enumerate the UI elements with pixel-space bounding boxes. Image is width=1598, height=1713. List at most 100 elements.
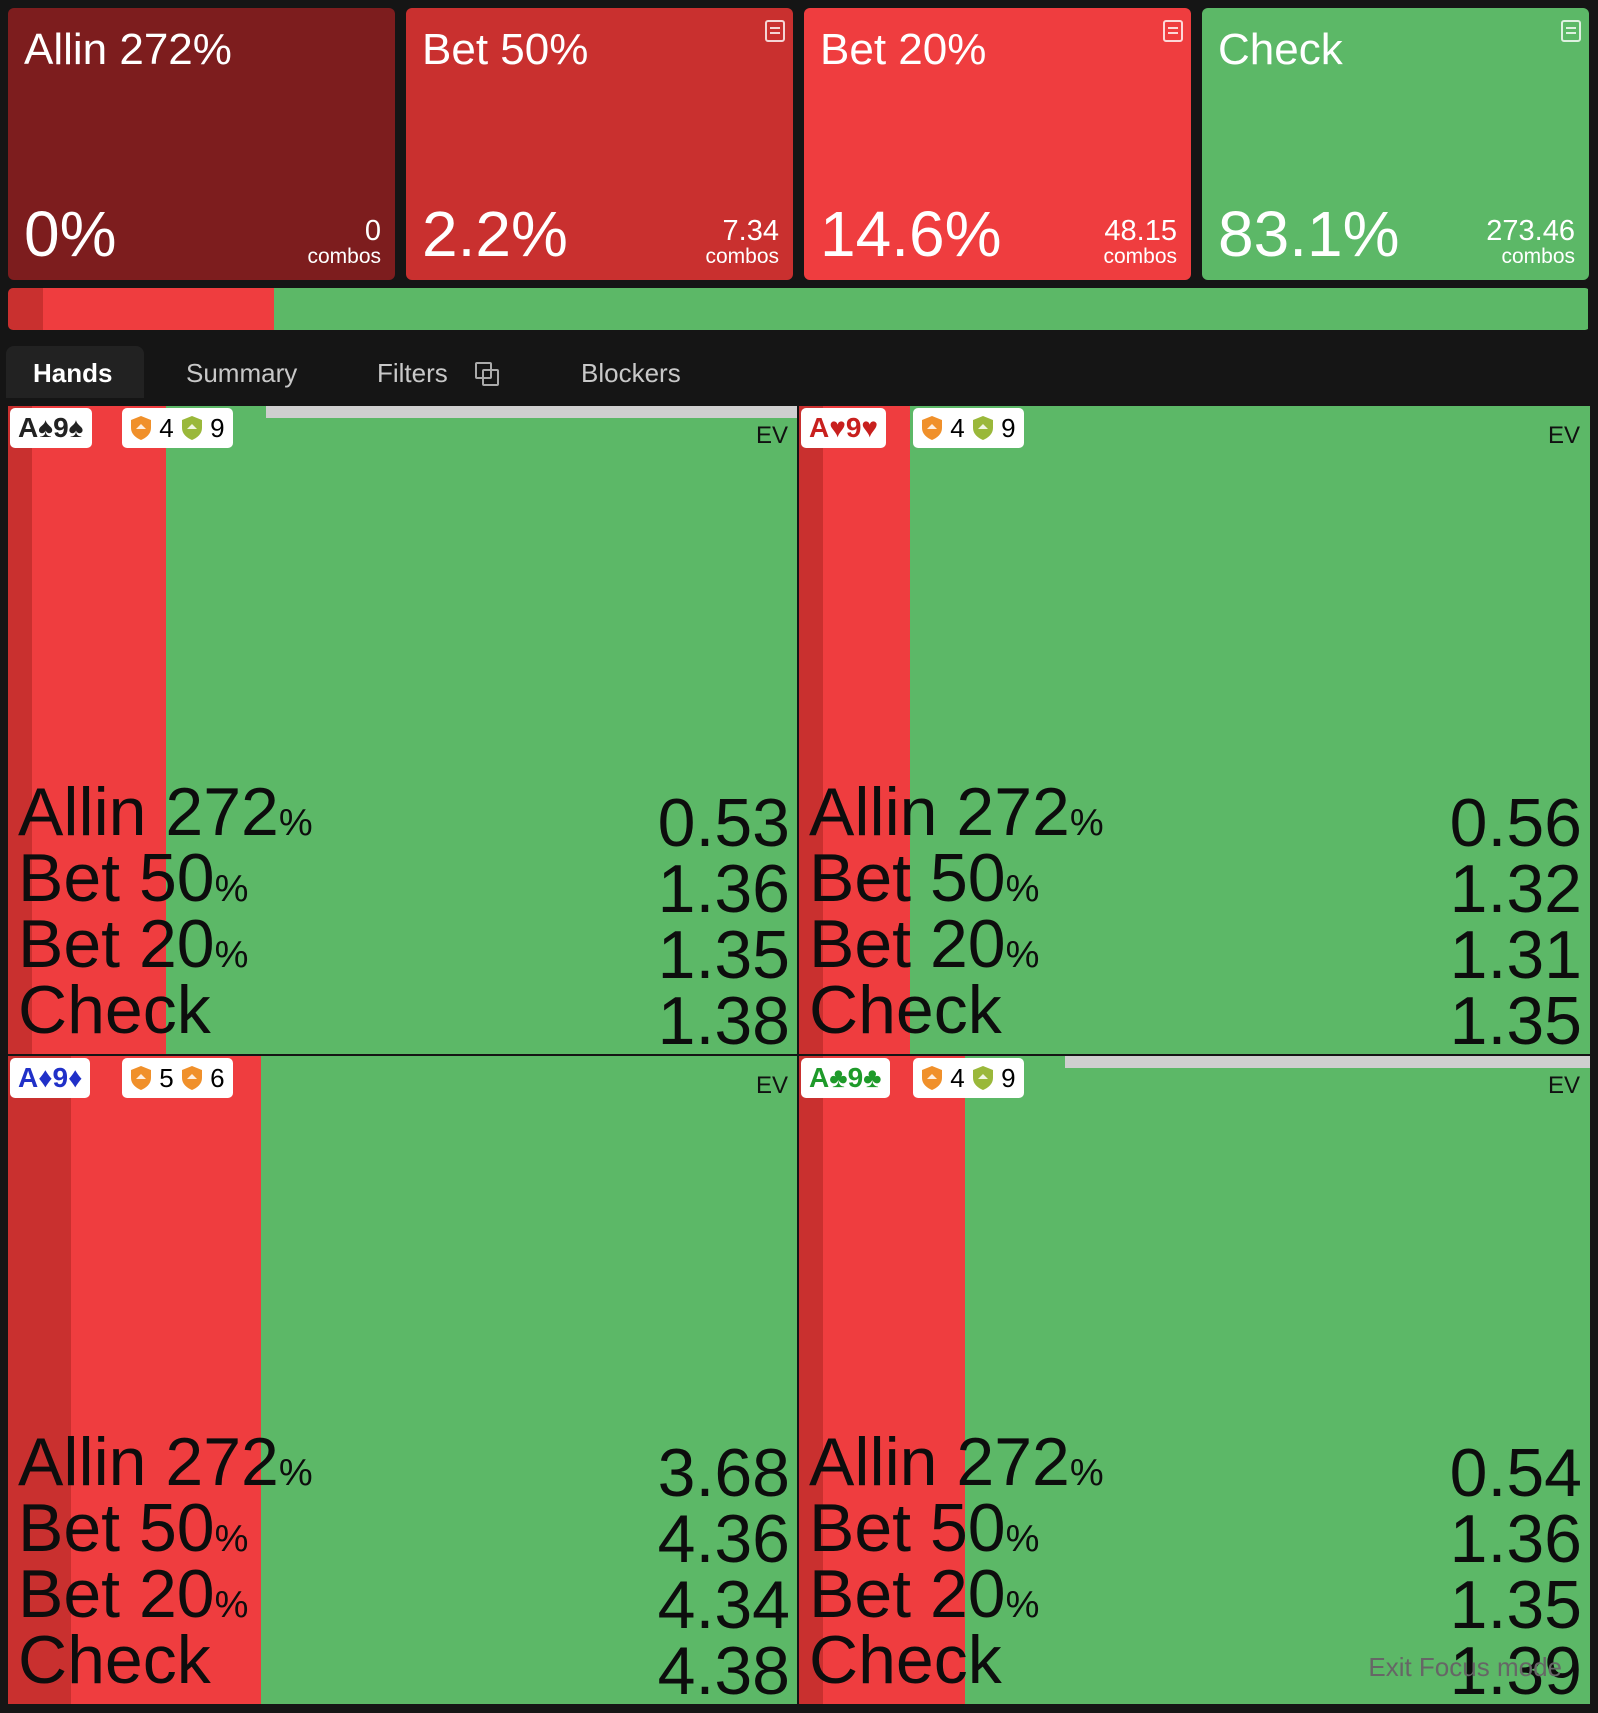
note-icon[interactable] (765, 20, 785, 42)
combos-count: 0 (364, 214, 381, 247)
hole-cards: A♦9♦ (18, 1062, 83, 1093)
frequency-segment (42, 288, 274, 330)
ev-value: 4.38 (657, 1633, 790, 1704)
hole-cards-badge: A♠9♠ (10, 408, 92, 448)
ev-rows: Allin 272% 0.56 Bet 50% 1.32 Bet 20% 1.31 Chec… (809, 778, 1582, 1054)
action-frequency: 83.1% (1218, 198, 1400, 270)
ev-action-name: Bet 50 (18, 840, 215, 916)
equity-value-1: 4 (950, 413, 965, 443)
combos-unit: combos (705, 244, 779, 268)
tab-filters[interactable]: Filters (377, 346, 448, 398)
ev-row: Bet 20% 1.35 (18, 910, 790, 989)
ev-action-label: Check (809, 976, 1002, 1054)
tab-blockers[interactable]: Blockers (581, 358, 681, 388)
ev-row: Check 4.38 (18, 1626, 790, 1704)
hand-panel[interactable]: A♥9♥ 4 9 EV Allin 272% 0.56 Bet 50% 1.32 Bet 2… (799, 406, 1590, 1054)
action-combos: 0 combos (307, 214, 381, 268)
ev-row: Bet 50% 1.32 (809, 844, 1582, 927)
frequency-segment (273, 288, 1589, 330)
action-card-bet50[interactable]: Bet 50% 2.2% 7.34 combos (406, 8, 793, 280)
ev-action-percent: % (278, 1452, 313, 1494)
action-card-allin[interactable]: Allin 272% 0% 0 combos (8, 8, 395, 280)
ev-action-percent: % (214, 934, 249, 976)
ev-value: 0.56 (1449, 785, 1582, 861)
combos-unit: combos (1501, 244, 1575, 268)
ev-action-label: Check (18, 976, 211, 1054)
ev-action-name: Bet 50 (809, 840, 1006, 916)
hole-cards: A♥9♥ (809, 412, 879, 443)
strategy-strip (166, 406, 798, 1054)
combos-unit: combos (1103, 244, 1177, 268)
strategy-strip (910, 406, 1590, 1054)
ev-action-label: Allin 272% (809, 778, 1104, 856)
equity-value-2: 9 (210, 413, 225, 443)
ev-action-label: Bet 20% (18, 910, 249, 988)
ev-action-name: Allin 272 (809, 774, 1070, 850)
ev-action-label: Check (809, 1626, 1002, 1704)
ev-action-label: Check (18, 1626, 211, 1704)
action-frequency: 0% (24, 198, 117, 270)
action-title: Check (1218, 25, 1343, 74)
tab-hands[interactable]: Hands (6, 346, 144, 398)
tab-bar: Hands Summary Filters Blockers (0, 346, 1598, 398)
equity-shield-icon (181, 416, 202, 440)
ev-row: Allin 272% 0.53 (18, 778, 790, 857)
frequency-segment (8, 288, 43, 330)
equity-shield-icon (131, 1066, 151, 1090)
action-card-check[interactable]: Check 83.1% 273.46 combos (1202, 8, 1589, 280)
ev-row: Bet 20% 1.35 (809, 1560, 1582, 1643)
ev-row: Check 1.38 (18, 976, 790, 1054)
equity-value-2: 9 (1001, 413, 1016, 443)
hole-cards-badge: A♣9♣ (801, 1058, 890, 1098)
ev-rows: Allin 272% 0.53 Bet 50% 1.36 Bet 20% 1.35 Chec… (18, 778, 790, 1054)
hand-panel[interactable]: A♠9♠ 4 9 EV Allin 272% 0.53 Bet 50% 1.36 Bet 2… (8, 406, 798, 1054)
ev-value: 1.35 (1449, 983, 1582, 1054)
equity-shield-icon (972, 416, 993, 440)
ev-action-label: Bet 50% (18, 844, 248, 922)
ev-value: 1.36 (657, 851, 790, 927)
ev-action-name: Bet 20 (18, 906, 215, 982)
frequency-bar (8, 288, 1590, 330)
ev-action-label: Bet 50% (809, 1494, 1039, 1572)
strategy-strip (8, 406, 32, 1054)
ev-label: EV (1547, 1072, 1580, 1099)
equity-shield-icon (922, 416, 942, 440)
panel-top-line (1065, 1056, 1590, 1068)
grid-divider-h (8, 1054, 1590, 1056)
tab-summary[interactable]: Summary (186, 358, 298, 388)
equity-value-2: 9 (1001, 1063, 1016, 1093)
copy-icon[interactable] (475, 362, 499, 386)
action-title: Bet 50% (422, 25, 589, 74)
ev-label: EV (755, 1072, 788, 1099)
hand-panel[interactable]: A♣9♣ 4 9 EV Allin 272% 0.54 Bet 50% 1.36 Bet 2… (799, 1056, 1590, 1704)
ev-value: 1.35 (1449, 1567, 1582, 1643)
strategy-strip (32, 406, 166, 1054)
equity-value-1: 4 (950, 1063, 965, 1093)
action-combos: 7.34 combos (705, 215, 779, 268)
ev-row: Bet 50% 4.36 (18, 1494, 790, 1577)
ev-action-percent: % (1069, 1452, 1104, 1494)
action-card-bet20[interactable]: Bet 20% 14.6% 48.15 combos (804, 8, 1191, 280)
equity-shield-icon (922, 1066, 942, 1090)
ev-value: 1.36 (1449, 1501, 1582, 1577)
ev-value: 4.36 (657, 1501, 790, 1577)
strategy-strip (261, 1056, 798, 1704)
hole-cards: A♠9♠ (18, 412, 84, 443)
action-combos: 273.46 combos (1486, 214, 1575, 268)
ev-row: Allin 272% 0.56 (809, 778, 1582, 861)
note-icon[interactable] (1561, 20, 1581, 42)
strategy-strip (799, 1056, 823, 1704)
ev-value: 4.34 (657, 1567, 790, 1643)
exit-focus-link[interactable]: Exit Focus mode (1368, 1652, 1562, 1682)
combos-count: 273.46 (1486, 214, 1575, 247)
ev-rows: Allin 272% 3.68 Bet 50% 4.36 Bet 20% 4.34 Chec… (18, 1428, 790, 1704)
note-icon[interactable] (1163, 20, 1183, 42)
ev-value: 1.32 (1449, 851, 1582, 927)
ev-action-percent: % (214, 1518, 249, 1560)
ev-value: 1.39 (1449, 1633, 1582, 1704)
tab-filters-label: Filters (377, 358, 448, 388)
hand-panel[interactable]: A♦9♦ 5 6 EV Allin 272% 3.68 Bet 50% 4.36 Bet 2… (8, 1056, 798, 1704)
ev-action-name: Allin 272 (18, 774, 279, 850)
strategy-strip (823, 1056, 965, 1704)
